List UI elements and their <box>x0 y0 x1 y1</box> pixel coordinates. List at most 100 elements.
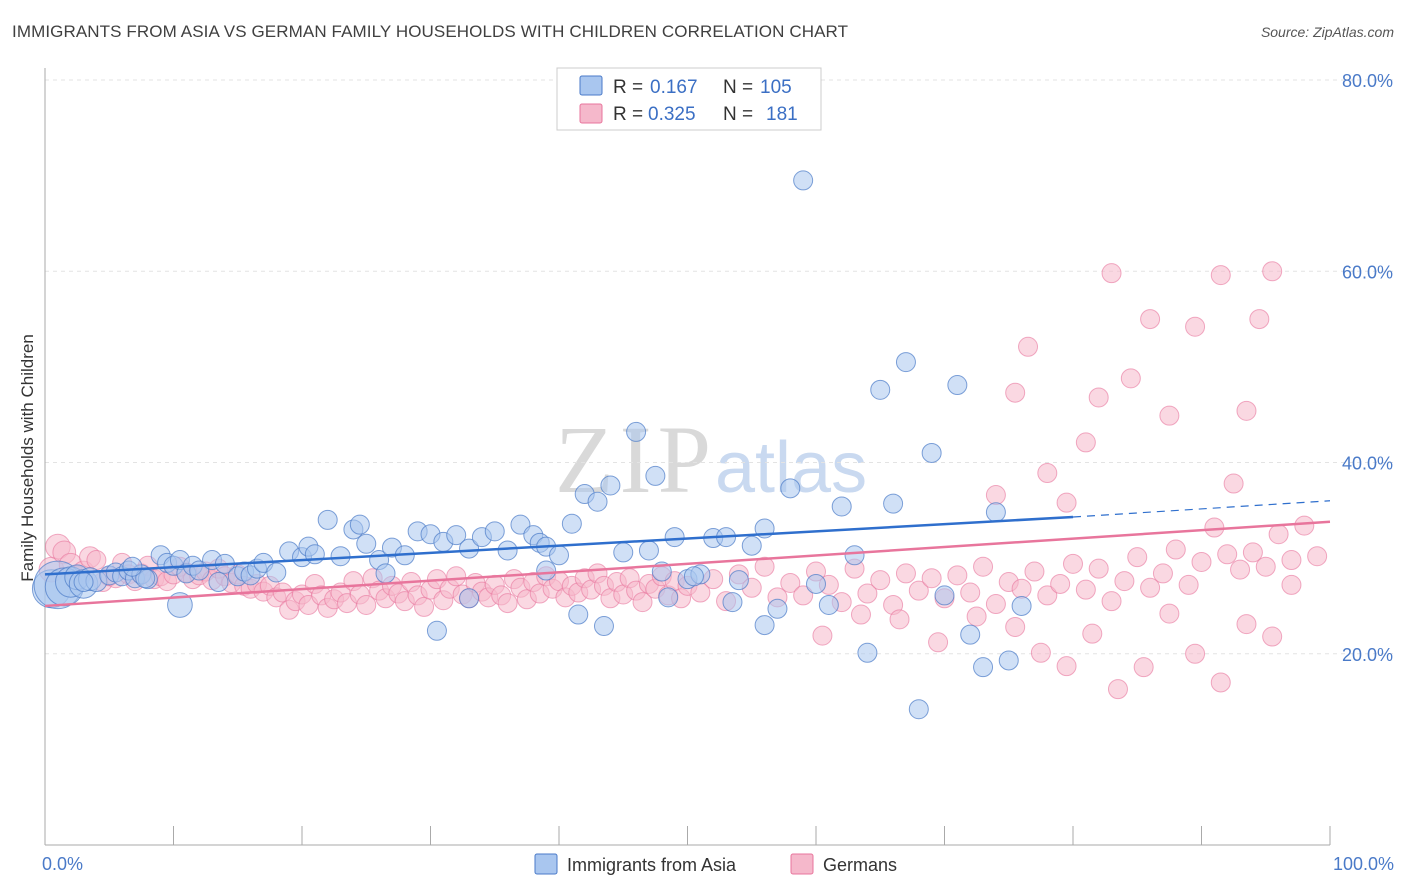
germans-point <box>1063 553 1083 574</box>
x-tick-marks <box>44 826 1331 845</box>
x-tick-label-min: 0.0% <box>42 854 83 874</box>
germans-point <box>1030 642 1051 663</box>
germans-point <box>889 609 910 630</box>
asia-point <box>895 352 916 373</box>
asia-point <box>208 572 229 593</box>
asia-point <box>998 650 1019 671</box>
asia-trend-line <box>44 515 1074 576</box>
germans-point <box>870 570 891 591</box>
asia-point <box>947 375 968 396</box>
asia-point <box>484 521 505 542</box>
y-tick-labels: 20.0% 40.0% 60.0% 80.0% <box>1342 71 1393 665</box>
legend-r-value-asia: 0.167 <box>650 77 698 98</box>
germans-point <box>1268 524 1289 545</box>
germans-point <box>1281 574 1302 595</box>
germans-point <box>1056 656 1077 677</box>
asia-point <box>870 379 891 400</box>
germans-point <box>1050 573 1071 594</box>
asia-point <box>587 491 608 512</box>
asia-point <box>426 620 447 641</box>
series-label-asia: Immigrants from Asia <box>567 855 737 875</box>
germans-point <box>1255 556 1276 577</box>
germans-point <box>1236 614 1257 635</box>
germans-point <box>1120 368 1141 389</box>
legend-n-label-germans: N = <box>723 104 753 125</box>
legend-r-value-germans: 0.325 <box>648 104 696 125</box>
germans-trend-line <box>44 520 1331 608</box>
germans-point <box>1281 550 1302 571</box>
germans-point <box>1191 551 1212 572</box>
y-tick-label: 20.0% <box>1342 645 1393 665</box>
germans-point <box>1217 544 1238 565</box>
asia-point <box>446 525 467 546</box>
asia-point <box>921 442 942 463</box>
x-tick-label-max: 100.0% <box>1333 854 1394 874</box>
asia-point <box>626 421 647 442</box>
germans-point <box>985 594 1006 615</box>
asia-point <box>793 170 814 191</box>
germans-point <box>1005 616 1026 637</box>
legend-swatch-germans <box>579 103 603 124</box>
asia-point <box>356 533 377 554</box>
asia-point <box>883 493 904 514</box>
asia-point <box>459 538 480 559</box>
germans-point <box>895 563 916 584</box>
y-tick-label: 40.0% <box>1342 454 1393 474</box>
asia-points <box>31 170 1032 720</box>
asia-point <box>741 535 762 556</box>
germans-point <box>780 572 801 593</box>
asia-point <box>683 566 704 587</box>
germans-point <box>1011 578 1032 599</box>
germans-point <box>1127 547 1148 568</box>
germans-point <box>86 550 107 571</box>
germans-point <box>1140 309 1161 330</box>
germans-point <box>812 625 833 646</box>
germans-point <box>1037 585 1058 606</box>
legend-n-value-germans: 181 <box>766 104 798 125</box>
germans-point <box>928 632 949 653</box>
asia-point <box>664 527 685 548</box>
asia-point <box>934 585 955 606</box>
y-tick-label: 80.0% <box>1342 71 1393 91</box>
germans-point <box>1223 473 1244 494</box>
y-axis-label: Family Households with Children <box>18 334 37 582</box>
germans-point <box>1152 563 1173 584</box>
germans-point <box>754 556 775 577</box>
asia-point <box>960 624 981 645</box>
germans-point <box>1024 561 1045 582</box>
series-label-germans: Germans <box>823 855 897 875</box>
germans-point <box>414 596 435 617</box>
asia-point <box>536 560 557 581</box>
series-swatch-germans <box>790 853 814 875</box>
germans-point <box>1082 623 1103 644</box>
germans-point <box>1159 603 1180 624</box>
germans-point <box>1185 316 1206 337</box>
germans-point <box>908 580 929 601</box>
germans-point <box>1294 515 1315 536</box>
asia-point <box>638 540 659 561</box>
germans-point <box>1210 265 1231 286</box>
germans-point <box>850 604 871 625</box>
legend-r-label-germans: R = <box>613 104 643 125</box>
germans-point <box>1101 591 1122 612</box>
germans-point <box>1101 263 1122 284</box>
germans-point <box>793 585 814 606</box>
asia-trend-extension <box>1072 500 1331 518</box>
asia-point <box>645 465 666 486</box>
germans-point <box>985 485 1006 506</box>
germans-point <box>1230 559 1251 580</box>
stats-legend: R = 0.167 N = 105 R = 0.325 N = 181 <box>556 67 822 131</box>
asia-point <box>561 513 582 534</box>
asia-point <box>985 502 1006 523</box>
germans-point <box>497 593 518 614</box>
asia-point <box>767 598 788 619</box>
germans-point <box>1262 261 1283 282</box>
asia-point <box>304 544 325 565</box>
asia-point <box>317 509 338 530</box>
series-swatch-asia <box>534 853 558 875</box>
asia-point <box>593 616 614 637</box>
series-legend: Immigrants from Asia Germans <box>534 853 897 875</box>
asia-point <box>613 542 634 563</box>
germans-point <box>1242 542 1263 563</box>
